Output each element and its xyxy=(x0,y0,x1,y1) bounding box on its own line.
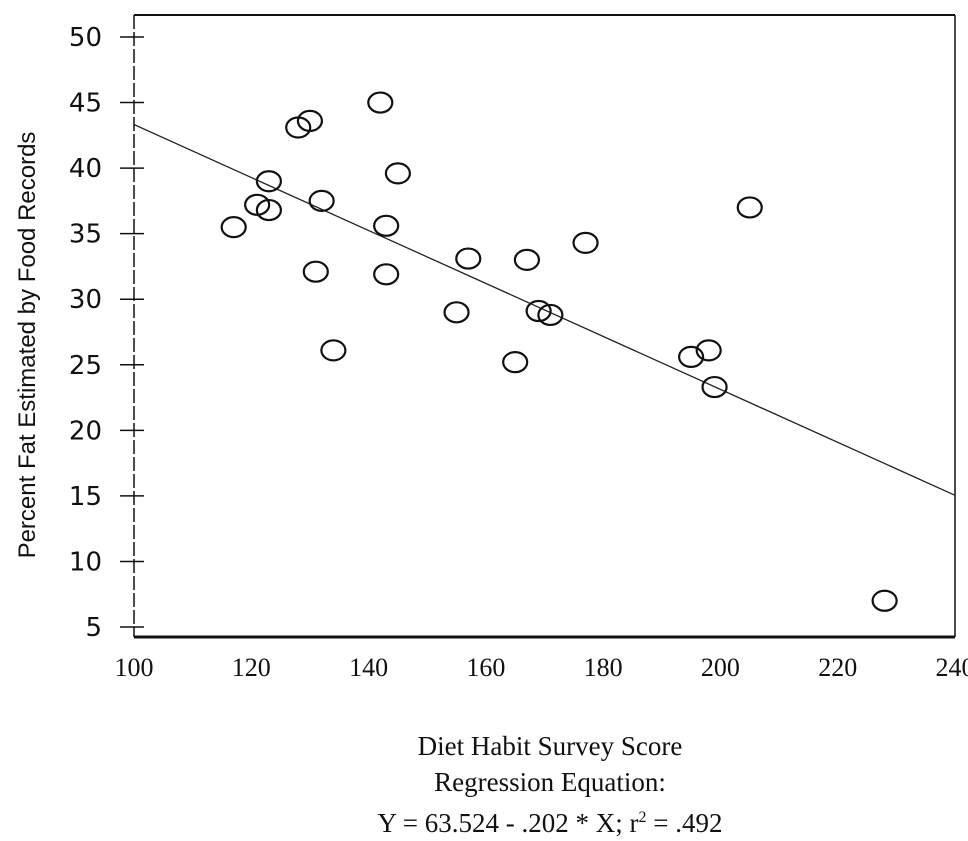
x-axis-label: Diet Habit Survey Score xyxy=(300,728,800,764)
y-tick-label: 5 xyxy=(85,613,102,643)
y-tick-label: 15 xyxy=(69,482,102,512)
data-point xyxy=(738,197,762,217)
y-tick-label: 10 xyxy=(69,547,102,577)
data-point xyxy=(445,302,469,322)
data-point xyxy=(456,249,480,269)
data-point xyxy=(873,591,897,611)
y-tick-label: 25 xyxy=(69,351,102,381)
data-point xyxy=(222,217,246,237)
x-tick-label: 160 xyxy=(466,653,505,682)
plot-frame xyxy=(134,15,955,637)
scatter-chart: 5 10 15 20 25 30 35 40 45 50 100 120 140 160 180 200 22… xyxy=(0,0,968,700)
y-axis-label: Percent Fat Estimated by Food Records xyxy=(14,132,41,559)
x-tick-label: 120 xyxy=(232,653,271,682)
data-point xyxy=(310,191,334,211)
y-tick-label: 30 xyxy=(69,285,102,315)
data-point xyxy=(304,262,328,282)
x-axis: 100 120 140 160 180 200 220 240 xyxy=(115,653,968,682)
data-point xyxy=(574,233,598,253)
data-points xyxy=(222,93,897,611)
y-tick-label: 50 xyxy=(69,23,102,53)
y-axis: 5 10 15 20 25 30 35 40 45 50 xyxy=(69,23,144,643)
y-tick-label: 45 xyxy=(69,89,102,119)
data-point xyxy=(368,93,392,113)
data-point xyxy=(321,340,345,360)
regression-equation: Y = 63.524 - .202 * X; r2 = .492 xyxy=(300,800,800,841)
data-point xyxy=(503,352,527,372)
y-tick-label: 35 xyxy=(69,220,102,250)
x-tick-label: 220 xyxy=(818,653,857,682)
regression-title: Regression Equation: xyxy=(300,764,800,800)
x-tick-label: 180 xyxy=(584,653,623,682)
y-tick-label: 40 xyxy=(69,154,102,184)
x-tick-label: 200 xyxy=(701,653,740,682)
equation-prefix: Y = 63.524 - .202 * X; r xyxy=(378,808,639,838)
equation-suffix: = .492 xyxy=(646,808,722,838)
data-point xyxy=(515,250,539,270)
x-tick-label: 140 xyxy=(349,653,388,682)
data-point xyxy=(374,216,398,236)
x-tick-label: 240 xyxy=(936,653,968,682)
data-point xyxy=(374,264,398,284)
data-point xyxy=(386,163,410,183)
x-tick-label: 100 xyxy=(115,653,154,682)
y-tick-label: 20 xyxy=(69,416,102,446)
